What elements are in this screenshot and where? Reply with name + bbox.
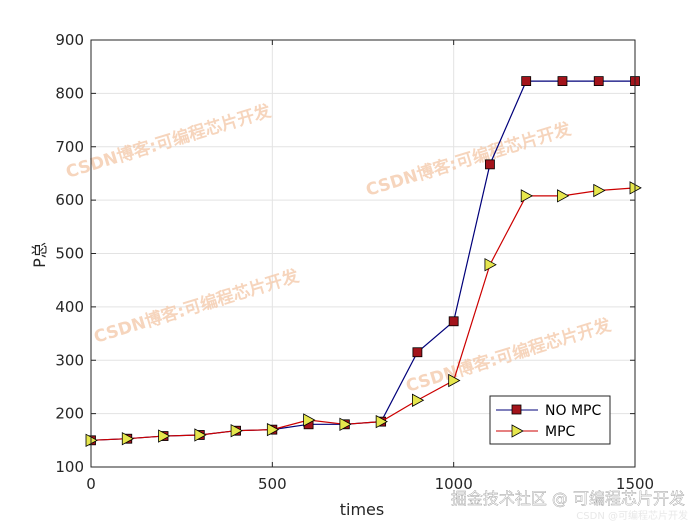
legend-label-mpc: MPC	[545, 424, 576, 440]
data-point-mpc-2	[158, 429, 171, 443]
x-tick-label-3: 1500	[616, 475, 654, 493]
y-tick-label-8: 900	[55, 31, 84, 49]
y-axis-label: P总	[30, 242, 49, 268]
legend-label-no-mpc: NO MPC	[545, 403, 601, 419]
x-tick-label-0: 0	[86, 475, 96, 493]
data-point-mpc-5	[266, 422, 280, 437]
data-point-no-mpc-14	[593, 76, 604, 86]
data-point-mpc-3	[194, 428, 207, 442]
y-tick-label-1: 200	[55, 405, 84, 423]
data-point-no-mpc-10	[448, 316, 459, 327]
legend-marker-mpc	[511, 424, 524, 438]
data-point-no-mpc-12	[521, 76, 532, 86]
data-point-mpc-11	[484, 258, 497, 272]
y-tick-label-3: 400	[55, 298, 84, 316]
x-axis-label: times	[340, 500, 384, 519]
data-point-no-mpc-13	[557, 76, 568, 86]
data-point-no-mpc-11	[485, 159, 495, 170]
y-tick-label-5: 600	[55, 191, 84, 209]
y-tick-label-0: 100	[55, 458, 84, 476]
data-point-mpc-12	[520, 189, 534, 203]
data-point-no-mpc-9	[412, 347, 423, 358]
data-point-mpc-14	[593, 183, 606, 198]
y-tick-label-2: 300	[55, 351, 84, 369]
data-point-mpc-8	[375, 414, 388, 429]
data-point-mpc-13	[557, 189, 570, 203]
y-tick-label-7: 800	[55, 84, 84, 102]
x-tick-label-1: 500	[258, 475, 287, 493]
series-line-mpc	[90, 187, 636, 441]
footer-watermark-small: CSDN @可编程芯片开发	[576, 509, 688, 522]
footer-watermark: 掘金技术社区 @ 可编程芯片开发	[451, 489, 685, 508]
data-point-mpc-1	[121, 432, 135, 446]
y-tick-label-4: 500	[55, 245, 84, 263]
data-point-mpc-6	[303, 413, 316, 427]
data-point-mpc-7	[339, 417, 352, 431]
data-point-mpc-10	[448, 373, 461, 388]
data-point-mpc-9	[411, 393, 425, 407]
y-axis: 100 200 300 400 500 600 700 800 900	[55, 31, 635, 476]
series-layer	[85, 76, 642, 447]
legend: NO MPC MPC	[489, 395, 611, 445]
y-tick-label-6: 700	[55, 138, 84, 156]
x-tick-label-2: 1000	[435, 475, 473, 493]
x-axis: 0 500 1000 1500	[86, 40, 654, 493]
legend-box	[489, 395, 611, 445]
legend-marker-no-mpc	[511, 404, 522, 415]
data-point-mpc-4	[230, 424, 243, 438]
